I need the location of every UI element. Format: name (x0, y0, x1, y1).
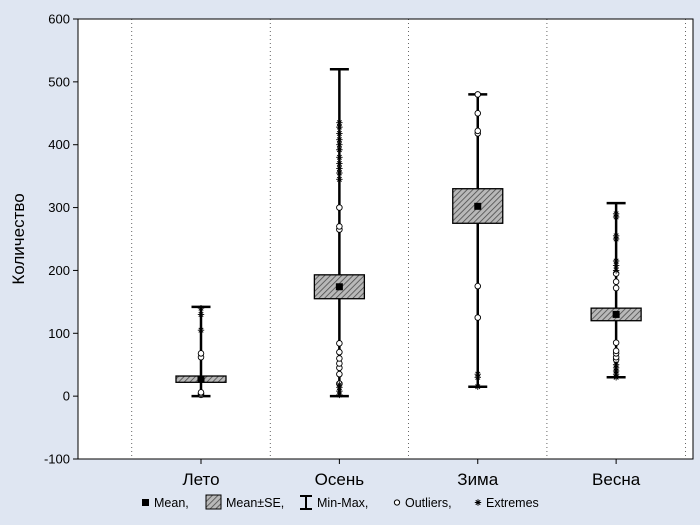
box-1 (175, 304, 227, 399)
legend-item: Extremes (474, 496, 539, 510)
outlier-point (612, 284, 620, 292)
legend-label: Mean±SE, (226, 496, 284, 510)
legend-item: Mean, (142, 496, 189, 510)
mean-marker (197, 375, 205, 383)
outlier-circle-icon (393, 499, 401, 506)
x-axis: Лето Осень Зима Весна (182, 459, 641, 489)
y-tick-label: 200 (48, 263, 70, 278)
legend-item: Outliers, (393, 496, 452, 510)
boxes (175, 68, 642, 399)
y-axis-label: Количество (9, 193, 28, 284)
mean-marker (474, 202, 482, 210)
box-4 (590, 201, 642, 381)
outlier-point (336, 355, 343, 362)
extreme-point (336, 136, 343, 143)
extreme-point (612, 361, 620, 368)
legend-item: Min-Max, (300, 495, 368, 510)
grid-lines (131, 19, 686, 459)
legend-item: Mean±SE, (205, 494, 284, 510)
x-tick-label: Осень (315, 470, 365, 489)
y-tick-label: 500 (48, 74, 70, 89)
extreme-point (336, 391, 343, 399)
extreme-point (336, 119, 343, 126)
outlier-point (336, 348, 343, 356)
plot-area (77, 18, 694, 460)
outlier-point (336, 223, 343, 230)
outlier-point (336, 340, 343, 347)
legend-label: Mean, (154, 496, 189, 510)
extreme-point (336, 381, 343, 389)
outlier-point (474, 110, 482, 117)
outlier-point (612, 347, 620, 355)
legend: Mean, Mean±SE, Min-Max, Outliers, Extremes (142, 494, 539, 510)
se-box (452, 188, 504, 224)
extreme-point (336, 169, 343, 177)
x-tick-label: Лето (182, 470, 219, 489)
outlier-point (474, 282, 482, 290)
box-3 (452, 91, 504, 390)
extreme-point (474, 383, 481, 390)
extreme-point (612, 210, 620, 218)
outlier-point (474, 314, 482, 321)
y-tick-label: 300 (48, 200, 70, 215)
outlier-point (336, 204, 343, 211)
box-2 (313, 68, 366, 399)
extreme-star-icon (474, 499, 482, 506)
x-tick-label: Весна (592, 470, 641, 489)
extreme-point (612, 262, 620, 269)
mean-square-icon (142, 499, 149, 506)
mean-marker (612, 310, 620, 318)
extreme-point (612, 267, 620, 274)
outlier-point (336, 370, 343, 378)
outlier-point (612, 339, 620, 346)
extreme-point (197, 311, 205, 318)
y-axis: -100 0 100 200 300 400 500 600 (44, 12, 78, 467)
extreme-point (336, 130, 343, 137)
se-box-icon (205, 494, 222, 510)
extreme-point (612, 257, 620, 265)
y-tick-label: 0 (63, 389, 70, 404)
mean-marker (335, 283, 343, 291)
legend-label: Outliers, (405, 496, 452, 510)
extreme-point (336, 160, 343, 167)
min-max-whisker-icon (300, 495, 312, 510)
outlier-point (612, 278, 620, 285)
extreme-point (336, 154, 343, 161)
outlier-point (197, 389, 205, 396)
extreme-point (336, 176, 343, 183)
extreme-point (197, 304, 205, 312)
extreme-point (612, 232, 620, 240)
extreme-point (336, 141, 343, 148)
extreme-point (336, 146, 343, 153)
extreme-point (336, 387, 343, 395)
legend-label: Min-Max, (317, 496, 368, 510)
extreme-point (197, 326, 205, 334)
x-tick-label: Зима (457, 470, 498, 489)
y-tick-label: 100 (48, 326, 70, 341)
extreme-point (336, 165, 343, 172)
y-tick-label: -100 (44, 452, 70, 467)
extreme-point (474, 370, 481, 378)
extreme-point (336, 123, 343, 131)
outlier-point (197, 350, 205, 357)
outlier-point (474, 91, 482, 98)
legend-label: Extremes (486, 496, 539, 510)
y-tick-label: 600 (48, 12, 70, 27)
y-tick-label: 400 (48, 137, 70, 152)
outlier-point (474, 127, 482, 135)
